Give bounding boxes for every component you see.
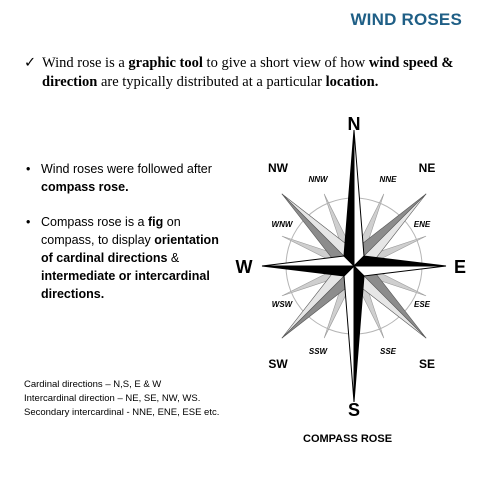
label-northeast: NE (419, 161, 436, 175)
label-north: N (348, 114, 361, 134)
label-northwest: NW (268, 161, 289, 175)
label-wsw: WSW (272, 300, 294, 309)
compass-rose-diagram: N E S W NE SE SW NW NNE ENE ESE SSE SSW … (236, 114, 467, 420)
label-east: E (454, 257, 466, 277)
intro-text: Wind rose is a graphic tool to give a sh… (42, 54, 464, 92)
cardinal-points (261, 129, 447, 403)
bullet-part: intermediate or intercardinal directions… (41, 269, 210, 301)
intro-part: graphic tool (128, 55, 203, 71)
note-line: Cardinal directions – N,S, E & W (24, 379, 162, 390)
intro-part: Wind rose is a (42, 55, 129, 71)
bullet-item: • Compass rose is a fig on compass, to d… (24, 213, 234, 303)
bullet-part: on compass, to display (41, 215, 181, 247)
intro-part: are typically distributed at a particula… (97, 74, 326, 90)
compass-rose-graphic (261, 129, 447, 403)
bullet-part: orientation of cardinal directions (41, 233, 219, 265)
label-south: S (348, 400, 360, 420)
label-west: W (236, 257, 253, 277)
note-line: Secondary intercardinal - NNE, ENE, ESE … (24, 407, 220, 418)
intro-part: wind speed & direction (42, 55, 454, 90)
label-ese: ESE (414, 300, 431, 309)
label-southwest: SW (268, 357, 288, 371)
label-ene: ENE (414, 220, 431, 229)
figure-caption: COMPASS ROSE (303, 433, 393, 445)
label-nnw: NNW (308, 175, 329, 184)
bullet-part: & (167, 251, 180, 265)
label-wnw: WNW (272, 220, 294, 229)
bullet-item: • Wind roses were followed after compass… (24, 160, 234, 196)
bullet-part: Compass rose is a (41, 215, 148, 229)
bullet-part: fig (147, 215, 164, 229)
intro-statement: ✓ Wind rose is a graphic tool to give a … (24, 54, 464, 92)
bullet-dot: • (26, 215, 31, 229)
slide-title: WIND ROSES (350, 10, 462, 29)
bullet-dot: • (26, 162, 31, 176)
bullet-part: Wind roses were followed after (41, 162, 212, 176)
bullet-list: • Wind roses were followed after compass… (24, 160, 234, 320)
intro-part: location. (325, 74, 379, 90)
label-sse: SSE (380, 347, 397, 356)
label-southeast: SE (419, 357, 435, 371)
label-nne: NNE (380, 175, 398, 184)
checkmark-icon: ✓ (24, 55, 37, 71)
note-line: Intercardinal direction – NE, SE, NW, WS… (24, 393, 201, 404)
bullet-part: compass rose. (41, 180, 129, 194)
intro-part: to give a short view of how (202, 55, 369, 71)
direction-notes: Cardinal directions – N,S, E & W Interca… (24, 378, 224, 420)
label-ssw: SSW (309, 347, 329, 356)
